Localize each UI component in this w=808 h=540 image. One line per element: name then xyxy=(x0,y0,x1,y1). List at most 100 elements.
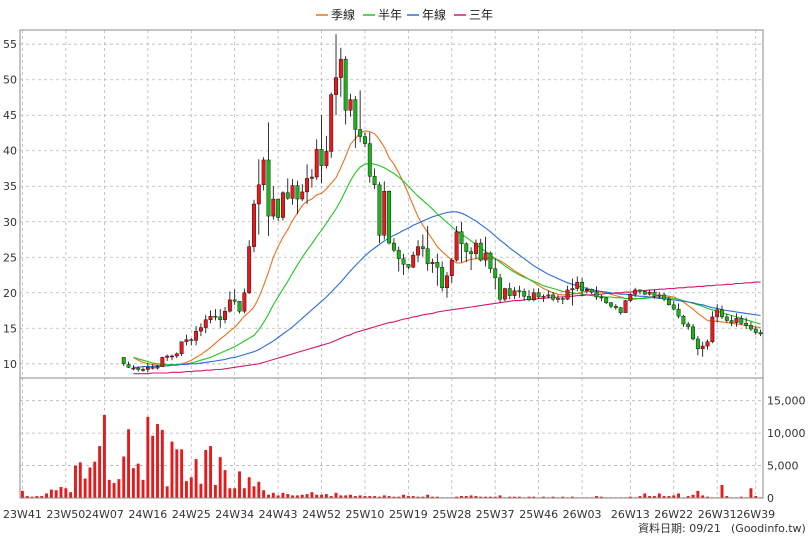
candle xyxy=(589,288,594,295)
volume-bar xyxy=(686,496,690,498)
candle xyxy=(363,132,367,148)
volume-bar xyxy=(112,483,116,498)
volume-bar xyxy=(242,488,246,498)
volume-plot-frame xyxy=(19,377,764,499)
candle-body xyxy=(599,296,604,299)
candle xyxy=(512,287,517,300)
volume-bar xyxy=(628,496,632,498)
volume-bar xyxy=(638,496,642,498)
volume-bar xyxy=(368,496,372,498)
candle xyxy=(367,132,372,183)
candle xyxy=(638,289,642,295)
candle-body xyxy=(469,251,474,254)
volume-bar xyxy=(334,492,338,498)
volume-bar xyxy=(411,496,415,498)
candle-body xyxy=(720,309,724,318)
candle-body xyxy=(401,258,406,265)
price-tick-label: 15 xyxy=(3,322,17,335)
volume-bar xyxy=(238,471,241,498)
volume-bar xyxy=(310,492,314,498)
volume-bar xyxy=(648,496,652,498)
x-tick-label: 24W25 xyxy=(172,508,211,521)
candle xyxy=(309,169,314,188)
candle xyxy=(126,361,131,369)
volume-bar xyxy=(276,495,280,498)
candle xyxy=(536,288,541,299)
candle-body xyxy=(507,288,512,296)
candle xyxy=(570,278,575,306)
candle-body xyxy=(247,246,252,293)
volume-tick-label: 0 xyxy=(767,492,774,505)
candle xyxy=(435,253,440,286)
candle xyxy=(266,122,271,236)
volume-bar xyxy=(701,495,705,498)
candle xyxy=(546,290,551,299)
candle xyxy=(203,314,208,334)
candle xyxy=(739,315,744,325)
volume-bar xyxy=(78,462,82,498)
candle-body xyxy=(145,367,150,370)
candle-body xyxy=(208,316,213,320)
candle xyxy=(334,34,338,116)
candle-body xyxy=(276,198,281,218)
legend-label-half-year: 半年 xyxy=(378,8,402,22)
candle xyxy=(348,93,353,117)
candle xyxy=(141,367,145,372)
candle xyxy=(223,306,227,324)
candle xyxy=(256,159,261,235)
candle-body xyxy=(565,289,570,300)
candle xyxy=(720,305,724,320)
volume-bar xyxy=(662,496,666,498)
footer-date-label: 資料日期: 09/21 xyxy=(638,521,721,535)
candle xyxy=(281,191,285,221)
x-tick-label: 26W39 xyxy=(736,508,775,521)
volume-bar xyxy=(189,477,193,498)
candle xyxy=(531,288,536,302)
candle-body xyxy=(734,318,739,323)
candle xyxy=(676,303,681,319)
candle xyxy=(623,299,628,313)
candle-body xyxy=(194,330,199,341)
candle-body xyxy=(666,298,671,306)
price-y-axis: 10 15 20 25 30 35 40 45 50 55 xyxy=(3,38,17,371)
candle xyxy=(671,301,676,311)
volume-bar xyxy=(657,493,661,498)
candle-body xyxy=(416,246,420,256)
candle xyxy=(131,365,136,371)
candle xyxy=(700,341,705,357)
volume-bar xyxy=(542,496,545,498)
candle-body xyxy=(671,304,676,310)
volume-bar xyxy=(209,446,213,498)
candle xyxy=(686,321,691,330)
x-axis-labels: 23W41 23W50 24W07 24W16 24W25 24W34 24W43 24W52… xyxy=(3,508,775,521)
candle-body xyxy=(638,289,642,292)
candle-body xyxy=(729,320,734,323)
candle-body xyxy=(290,185,295,199)
price-tick-label: 10 xyxy=(3,358,17,371)
candle xyxy=(194,326,199,346)
candle-body xyxy=(551,294,556,300)
candle-body xyxy=(459,231,464,244)
candle xyxy=(618,306,623,315)
candle xyxy=(208,310,213,324)
x-tick-label: 25W10 xyxy=(346,508,385,521)
volume-bar xyxy=(488,496,492,498)
candle xyxy=(493,258,498,290)
candle xyxy=(189,338,194,346)
candle-body xyxy=(435,262,440,268)
candle xyxy=(242,288,247,314)
candle xyxy=(300,184,305,202)
candle-body xyxy=(546,294,551,297)
candle xyxy=(145,363,150,373)
candle xyxy=(715,304,720,323)
candle xyxy=(507,282,512,300)
volume-bar xyxy=(136,463,140,498)
volume-bar xyxy=(281,492,285,498)
x-tick-label: 25W46 xyxy=(519,508,558,521)
candle xyxy=(425,226,430,271)
volume-bar xyxy=(127,429,131,498)
candle-body xyxy=(295,185,300,200)
volume-bar xyxy=(252,486,256,498)
candle xyxy=(387,190,392,245)
candle xyxy=(372,168,377,190)
